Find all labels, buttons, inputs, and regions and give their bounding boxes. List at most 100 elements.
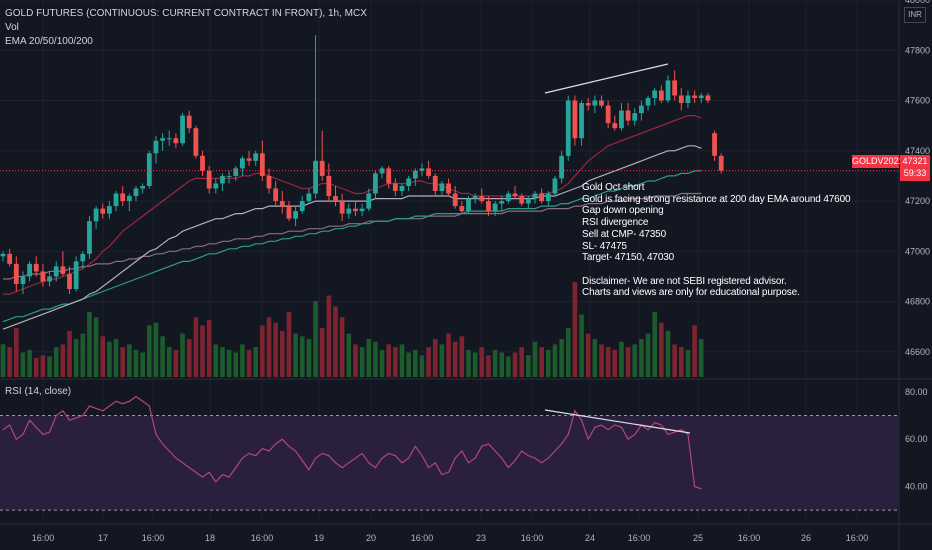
candle bbox=[446, 183, 451, 194]
candle bbox=[672, 80, 678, 96]
candle bbox=[73, 261, 79, 290]
x-tick-label: 23 bbox=[476, 533, 486, 543]
ema100-line bbox=[2, 170, 702, 323]
candle bbox=[392, 183, 398, 192]
note-line: Gold Oct short bbox=[582, 182, 645, 193]
candle bbox=[60, 266, 66, 274]
volume-bar bbox=[565, 328, 571, 377]
volume-bar bbox=[672, 344, 677, 377]
currency-badge[interactable]: INR bbox=[904, 7, 926, 23]
candle bbox=[53, 266, 59, 277]
candle bbox=[339, 201, 345, 214]
volume-bar bbox=[426, 347, 431, 377]
volume-bar bbox=[73, 339, 79, 377]
rsi-tick-label: 40.00 bbox=[905, 482, 928, 492]
volume-bar bbox=[333, 306, 338, 377]
volume-bar bbox=[645, 333, 651, 377]
candle bbox=[366, 193, 372, 209]
candle bbox=[439, 183, 445, 192]
candle bbox=[259, 153, 265, 176]
volume-bar bbox=[100, 336, 106, 377]
note-line: SL- 47475 bbox=[582, 240, 627, 252]
candle bbox=[279, 201, 285, 207]
volume-bar bbox=[299, 336, 305, 377]
candle bbox=[153, 140, 159, 154]
volume-bar bbox=[632, 344, 638, 377]
volume-bar bbox=[240, 344, 245, 377]
volume-bar bbox=[306, 339, 312, 377]
x-tick-label: 19 bbox=[314, 533, 324, 543]
volume-bar bbox=[572, 282, 578, 377]
rsi-tick-label: 80.00 bbox=[905, 387, 928, 397]
volume-bar bbox=[220, 347, 225, 377]
candle bbox=[506, 193, 511, 202]
candle bbox=[87, 221, 92, 254]
x-tick-label: 20 bbox=[366, 533, 376, 543]
x-tick-label: 16:00 bbox=[411, 533, 434, 543]
volume-bar bbox=[47, 356, 52, 377]
candle bbox=[619, 110, 624, 129]
candle bbox=[233, 168, 239, 176]
volume-bar bbox=[20, 352, 26, 377]
ema-legend[interactable]: EMA 20/50/100/200 bbox=[5, 36, 93, 47]
volume-legend[interactable]: Vol bbox=[5, 22, 19, 33]
candle bbox=[113, 193, 119, 207]
candle bbox=[685, 95, 691, 104]
volume-bar bbox=[539, 347, 544, 377]
volume-bar bbox=[419, 355, 425, 377]
rsi-legend[interactable]: RSI (14, close) bbox=[5, 386, 72, 397]
x-tick-label: 16:00 bbox=[32, 533, 55, 543]
y-tick-label: 47000 bbox=[905, 246, 930, 256]
volume-bar bbox=[605, 347, 611, 377]
candle bbox=[512, 193, 518, 197]
candle bbox=[499, 201, 505, 204]
candle bbox=[107, 206, 112, 214]
volume-bar bbox=[246, 349, 252, 377]
x-tick-label: 16:00 bbox=[142, 533, 165, 543]
volume-bar bbox=[552, 344, 558, 377]
note-line: Gap down opening bbox=[582, 205, 664, 217]
candle bbox=[173, 138, 179, 144]
x-tick-label: 16:00 bbox=[628, 533, 651, 543]
volume-bar bbox=[180, 333, 185, 377]
note-line: Sell at CMP- 47350 bbox=[582, 228, 667, 240]
candle bbox=[359, 208, 365, 212]
volume-bar bbox=[659, 322, 664, 377]
volume-bar bbox=[512, 352, 518, 377]
note-line: RSI divergence bbox=[582, 217, 649, 229]
volume-bar bbox=[353, 344, 358, 377]
volume-bar bbox=[27, 349, 32, 377]
candle bbox=[452, 193, 458, 207]
rsi-panel bbox=[0, 395, 898, 511]
volume-bar bbox=[200, 325, 205, 377]
volume-bar bbox=[506, 356, 511, 377]
volume-bar bbox=[625, 347, 631, 377]
candle bbox=[313, 160, 318, 194]
volume-bar bbox=[339, 317, 345, 377]
candle bbox=[539, 193, 545, 202]
volume-bar bbox=[87, 311, 92, 377]
trend-line bbox=[544, 63, 669, 94]
volume-bar bbox=[93, 317, 99, 377]
candle bbox=[286, 206, 292, 219]
volume-bar bbox=[439, 344, 445, 377]
note-line bbox=[582, 264, 850, 276]
volume-bar bbox=[60, 344, 66, 377]
x-tick-label: 18 bbox=[205, 533, 215, 543]
volume-bar bbox=[226, 349, 232, 377]
candle bbox=[373, 173, 378, 194]
candle bbox=[333, 196, 338, 202]
candle bbox=[552, 178, 558, 194]
candle bbox=[632, 113, 638, 121]
annotation-note: Gold Oct short Gold is facing strong resi… bbox=[582, 182, 851, 299]
x-tick-label: 16:00 bbox=[738, 533, 761, 543]
note-line: Gold is facing strong resistance at 200 … bbox=[582, 193, 851, 205]
candle bbox=[140, 185, 146, 189]
volume-bar bbox=[692, 325, 697, 377]
candle bbox=[27, 263, 32, 277]
candle bbox=[665, 80, 671, 101]
candle bbox=[678, 95, 684, 104]
symbol-title[interactable]: GOLD FUTURES (CONTINUOUS: CURRENT CONTRA… bbox=[5, 8, 367, 19]
volume-bar bbox=[366, 339, 372, 377]
